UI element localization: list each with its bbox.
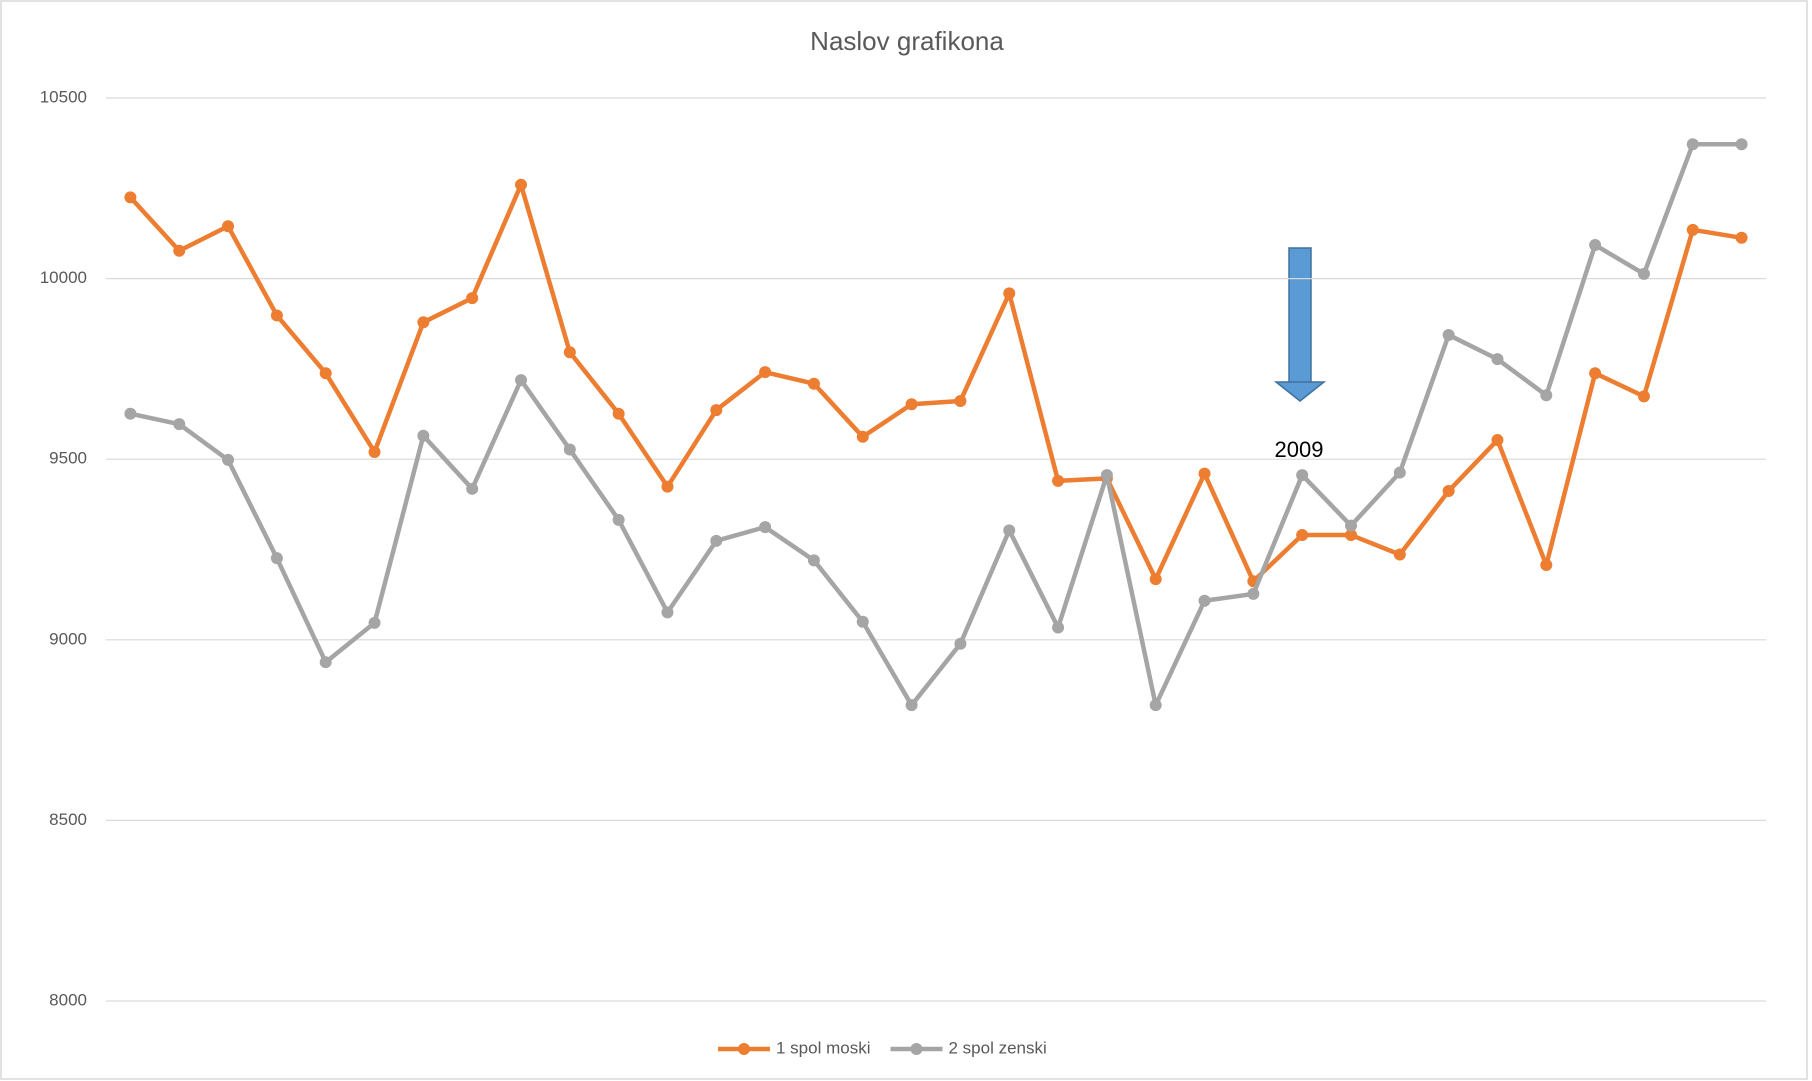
point: [954, 395, 967, 408]
point: [1735, 138, 1748, 151]
point: [1198, 594, 1211, 607]
y-tick-label: 10500: [40, 87, 87, 106]
point: [1345, 529, 1357, 542]
point: [1052, 621, 1065, 634]
point: [1345, 519, 1357, 532]
point: [1686, 223, 1699, 236]
point: [417, 429, 430, 442]
y-tick-label: 8000: [49, 990, 87, 1009]
point: [1637, 390, 1650, 403]
point: [1247, 587, 1260, 600]
point: [466, 292, 479, 305]
point: [173, 418, 186, 431]
point: [1003, 287, 1016, 300]
point: [856, 615, 869, 628]
point: [807, 377, 820, 390]
point: [759, 521, 772, 534]
y-tick-label: 8500: [49, 810, 87, 829]
y-tick-label: 10000: [40, 268, 87, 287]
point: [759, 366, 772, 379]
point: [417, 316, 430, 329]
point: [710, 534, 723, 547]
annotation: 2009: [1275, 437, 1324, 462]
point: [1491, 353, 1504, 366]
point: [661, 480, 674, 493]
point: [1540, 389, 1553, 402]
point: [124, 407, 137, 420]
point: [710, 404, 723, 417]
point: [1442, 484, 1455, 497]
point: [270, 552, 283, 565]
point: [1589, 239, 1602, 252]
point: [1296, 529, 1309, 542]
point: [1735, 231, 1748, 244]
chart-title: Naslov grafikona: [810, 26, 1004, 56]
point: [1686, 138, 1699, 151]
series-line: [128, 182, 1742, 584]
point: [1589, 367, 1602, 380]
legend-marker: [910, 1043, 923, 1055]
y-tick-label: 9000: [49, 629, 87, 648]
point: [954, 637, 967, 650]
point: [319, 367, 332, 380]
point: [124, 191, 137, 204]
point: [1637, 267, 1650, 280]
point: [222, 453, 235, 466]
point: [612, 407, 625, 420]
arrow: [1273, 247, 1327, 402]
point: [270, 309, 283, 322]
point: [905, 699, 918, 712]
point: [1393, 548, 1406, 561]
point: [1442, 328, 1455, 341]
point: [368, 445, 381, 458]
point: [173, 244, 186, 257]
point: [856, 430, 869, 443]
point: [661, 606, 674, 619]
point: [1198, 467, 1211, 480]
y-tick-label: 9500: [49, 449, 87, 468]
legend-marker: [738, 1043, 750, 1055]
point: [1393, 466, 1406, 479]
point: [1149, 699, 1162, 712]
legend-label: 1 spol moski: [776, 1038, 870, 1057]
point: [563, 346, 576, 359]
point: [368, 616, 381, 629]
point: [515, 178, 527, 191]
point: [1491, 434, 1504, 447]
point: [1540, 559, 1553, 572]
legend-label: 2 spol zenski: [948, 1038, 1046, 1057]
point: [319, 656, 332, 669]
point: [563, 443, 576, 456]
point: [1003, 524, 1016, 537]
point: [222, 220, 235, 233]
point: [1149, 573, 1162, 586]
point: [466, 482, 479, 495]
point: [1296, 469, 1309, 482]
point: [515, 374, 527, 387]
point: [612, 513, 625, 526]
point: [1052, 474, 1065, 487]
point: [905, 398, 918, 411]
point: [807, 554, 820, 567]
point: [1100, 469, 1113, 482]
series-line: [129, 141, 1742, 708]
